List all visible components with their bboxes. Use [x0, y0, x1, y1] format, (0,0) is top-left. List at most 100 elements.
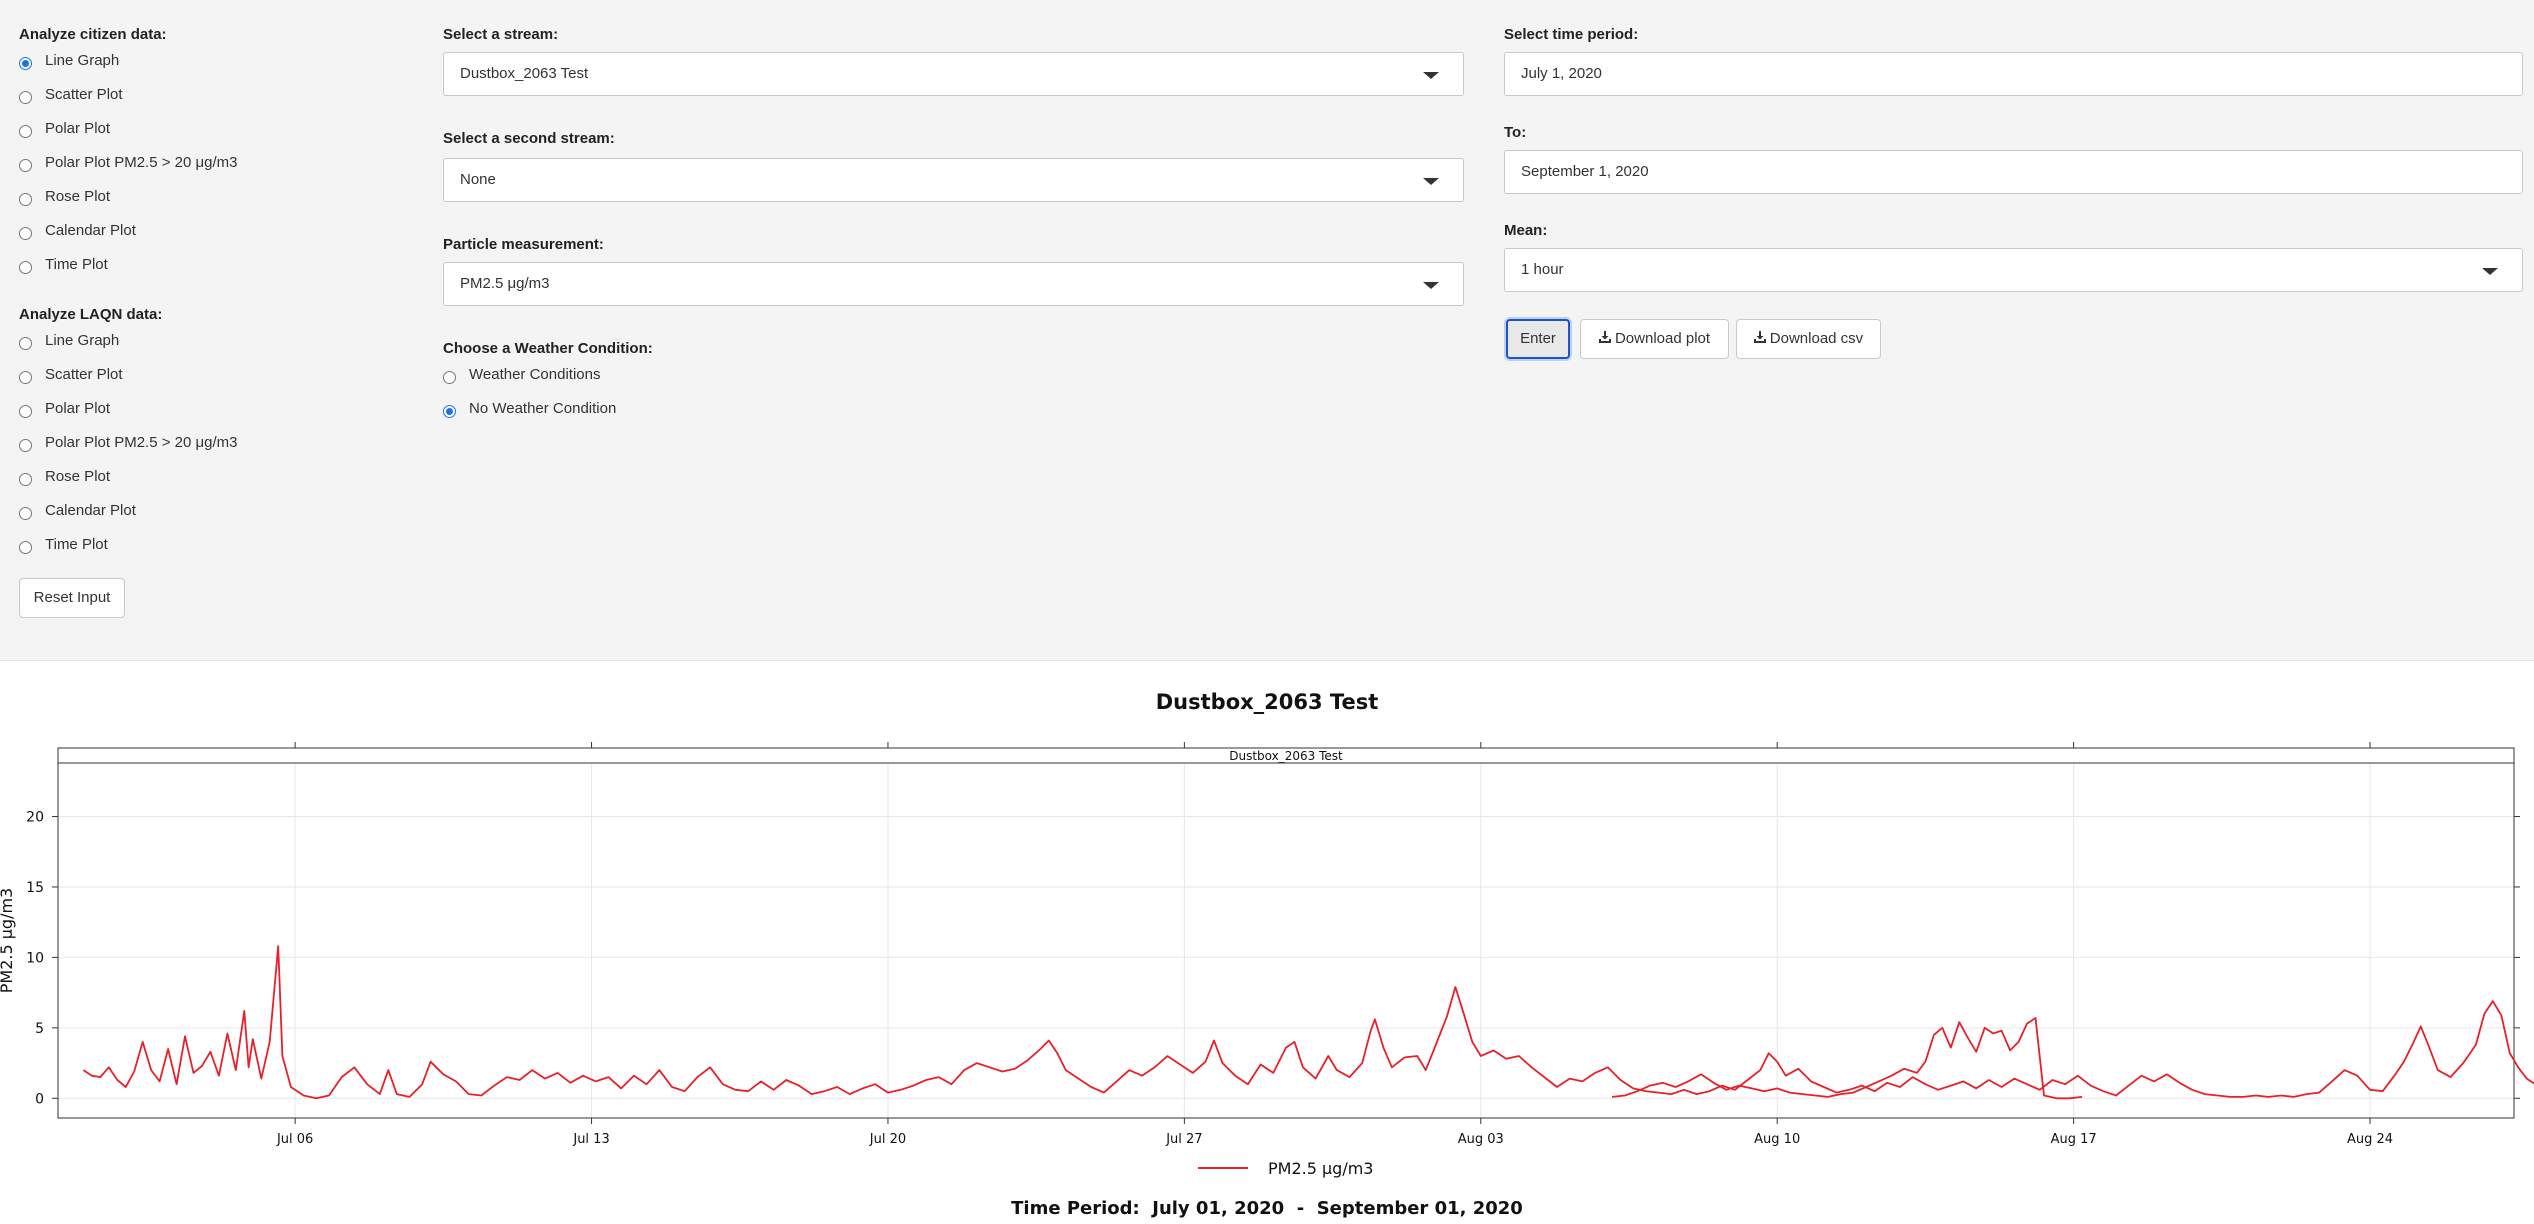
laqn-option[interactable]: Polar Plot — [19, 400, 111, 418]
radio-button[interactable] — [19, 261, 32, 274]
laqn-option-label: Time Plot — [45, 536, 108, 553]
laqn-option[interactable]: Rose Plot — [19, 468, 111, 486]
citizen-option[interactable]: Polar Plot — [19, 120, 111, 138]
chart-title: Dustbox_2063 Test — [1155, 690, 1379, 714]
period-to-input[interactable]: September 1, 2020 — [1504, 150, 2523, 194]
particle-select[interactable]: PM2.5 μg/m3 — [443, 262, 1464, 306]
laqn-option[interactable]: Scatter Plot — [19, 366, 123, 384]
chevron-down-icon — [1423, 282, 1439, 289]
x-tick-label: Jul 27 — [1165, 1132, 1202, 1147]
laqn-option[interactable]: Polar Plot PM2.5 > 20 μg/m3 — [19, 434, 238, 452]
radio-button[interactable] — [19, 507, 32, 520]
citizen-option[interactable]: Time Plot — [19, 256, 108, 274]
particle-select-value: PM2.5 μg/m3 — [460, 275, 550, 292]
plot-frame — [57, 747, 2515, 1119]
laqn-option[interactable]: Calendar Plot — [19, 502, 136, 520]
citizen-option-label: Time Plot — [45, 256, 108, 273]
radio-button[interactable] — [443, 371, 456, 384]
y-axis-label: PM2.5 μg/m3 — [0, 888, 16, 993]
download-plot-label: Download plot — [1614, 330, 1711, 347]
to-label: To: — [1504, 124, 1527, 141]
y-tick-label: 15 — [26, 880, 44, 896]
strip-label: Dustbox_2063 Test — [1229, 749, 1343, 763]
radio-button[interactable] — [19, 405, 32, 418]
citizen-option[interactable]: Rose Plot — [19, 188, 110, 206]
weather-option[interactable]: No Weather Condition — [443, 400, 617, 418]
radio-button[interactable] — [19, 125, 32, 138]
radio-button[interactable] — [19, 337, 32, 350]
y-tick-label: 10 — [26, 950, 44, 966]
download-icon — [1598, 320, 1611, 358]
y-tick-label: 0 — [35, 1091, 44, 1107]
plot-area — [58, 748, 2514, 1118]
radio-button[interactable] — [19, 541, 32, 554]
radio-button[interactable] — [19, 193, 32, 206]
citizen-option-label: Calendar Plot — [45, 222, 136, 239]
y-tick-label: 5 — [35, 1021, 44, 1037]
weather-option-label: No Weather Condition — [469, 400, 617, 417]
radio-button[interactable] — [19, 371, 32, 384]
citizen-option-label: Line Graph — [45, 52, 120, 69]
download-plot-button[interactable]: Download plot — [1580, 319, 1729, 359]
mean-select-value: 1 hour — [1521, 261, 1564, 278]
time-period-footer: Time Period: July 01, 2020 - September 0… — [1011, 1198, 1523, 1219]
laqn-option-label: Polar Plot PM2.5 > 20 μg/m3 — [45, 434, 238, 451]
laqn-option[interactable]: Time Plot — [19, 536, 108, 554]
laqn-option-label: Rose Plot — [45, 468, 111, 485]
second-stream-label: Select a second stream: — [443, 130, 615, 147]
period-from-value: July 1, 2020 — [1521, 65, 1602, 82]
weather-label: Choose a Weather Condition: — [443, 340, 653, 357]
time-period-label: Select time period: — [1504, 26, 1639, 43]
second-stream-select[interactable]: None — [443, 158, 1464, 202]
weather-option-label: Weather Conditions — [469, 366, 601, 383]
x-tick-label: Aug 24 — [2347, 1132, 2393, 1147]
series-line — [1612, 1017, 2083, 1100]
particle-label: Particle measurement: — [443, 236, 604, 253]
x-tick-label: Aug 17 — [2051, 1132, 2097, 1147]
citizen-option[interactable]: Scatter Plot — [19, 86, 123, 104]
citizen-option-label: Scatter Plot — [45, 86, 123, 103]
download-csv-button[interactable]: Download csv — [1736, 319, 1881, 359]
radio-button[interactable] — [19, 91, 32, 104]
laqn-option-label: Calendar Plot — [45, 502, 136, 519]
radio-button[interactable] — [19, 439, 32, 452]
radio-button[interactable] — [443, 405, 456, 418]
reset-input-button[interactable]: Reset Input — [19, 578, 125, 618]
chevron-down-icon — [1423, 178, 1439, 185]
citizen-option-label: Polar Plot — [45, 120, 111, 137]
period-from-input[interactable]: July 1, 2020 — [1504, 52, 2523, 96]
download-icon — [1753, 320, 1766, 358]
x-tick-label: Jul 13 — [572, 1132, 609, 1147]
strip — [57, 747, 2515, 764]
radio-button[interactable] — [19, 57, 32, 70]
period-to-value: September 1, 2020 — [1521, 163, 1649, 180]
chevron-down-icon — [1423, 72, 1439, 79]
control-panel: Analyze citizen data: Line Graph Scatter … — [0, 0, 2534, 661]
download-csv-label: Download csv — [1769, 330, 1864, 347]
second-stream-select-value: None — [460, 171, 496, 188]
stream-select[interactable]: Dustbox_2063 Test — [443, 52, 1464, 96]
citizen-option[interactable]: Calendar Plot — [19, 222, 136, 240]
enter-button[interactable]: Enter — [1506, 319, 1570, 359]
citizen-option[interactable]: Line Graph — [19, 52, 120, 70]
x-tick-label: Aug 10 — [1754, 1132, 1800, 1147]
y-tick-label: 20 — [26, 810, 44, 826]
stream-label: Select a stream: — [443, 26, 559, 43]
legend-label: PM2.5 μg/m3 — [1268, 1159, 1373, 1178]
radio-button[interactable] — [19, 473, 32, 486]
weather-option[interactable]: Weather Conditions — [443, 366, 601, 384]
radio-button[interactable] — [19, 227, 32, 240]
series-line — [82, 945, 2534, 1100]
x-tick-label: Aug 03 — [1458, 1132, 1504, 1147]
laqn-option-label: Polar Plot — [45, 400, 111, 417]
laqn-data-label: Analyze LAQN data: — [19, 306, 163, 323]
x-tick-label: Jul 06 — [276, 1132, 313, 1147]
mean-label: Mean: — [1504, 222, 1548, 239]
stream-select-value: Dustbox_2063 Test — [460, 65, 589, 82]
x-tick-label: Jul 20 — [869, 1132, 906, 1147]
mean-select[interactable]: 1 hour — [1504, 248, 2523, 292]
citizen-option[interactable]: Polar Plot PM2.5 > 20 μg/m3 — [19, 154, 238, 172]
laqn-option[interactable]: Line Graph — [19, 332, 119, 350]
citizen-data-label: Analyze citizen data: — [19, 26, 167, 43]
radio-button[interactable] — [19, 159, 32, 172]
